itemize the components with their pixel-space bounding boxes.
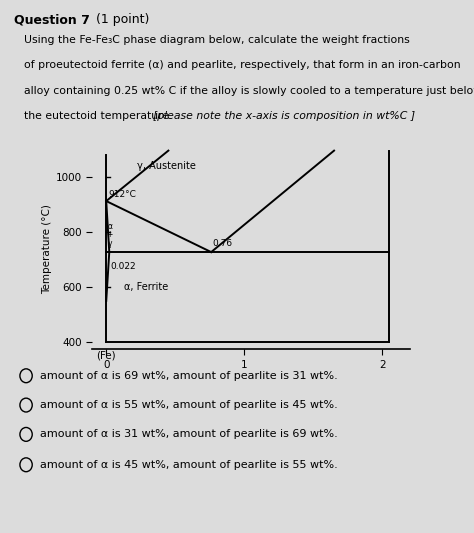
Text: 0.76: 0.76 — [212, 239, 233, 248]
Text: α
+
γ: α + γ — [107, 222, 113, 247]
Text: amount of α is 31 wt%, amount of pearlite is 69 wt%.: amount of α is 31 wt%, amount of pearlit… — [40, 430, 338, 439]
Y-axis label: Temperature (°C): Temperature (°C) — [42, 204, 52, 294]
Text: γ, Austenite: γ, Austenite — [137, 161, 195, 171]
Text: Question 7: Question 7 — [14, 13, 90, 26]
Text: amount of α is 55 wt%, amount of pearlite is 45 wt%.: amount of α is 55 wt%, amount of pearlit… — [40, 400, 338, 410]
Text: (1 point): (1 point) — [92, 13, 150, 26]
Text: α, Ferrite: α, Ferrite — [124, 282, 168, 292]
Text: Using the Fe-Fe₃C phase diagram below, calculate the weight fractions: Using the Fe-Fe₃C phase diagram below, c… — [24, 35, 410, 45]
Text: amount of α is 69 wt%, amount of pearlite is 31 wt%.: amount of α is 69 wt%, amount of pearlit… — [40, 371, 338, 381]
Text: (Fe): (Fe) — [96, 351, 116, 360]
Text: amount of α is 45 wt%, amount of pearlite is 55 wt%.: amount of α is 45 wt%, amount of pearlit… — [40, 460, 338, 470]
Text: 0.022: 0.022 — [110, 262, 137, 271]
Text: 912°C: 912°C — [108, 190, 136, 199]
Text: the eutectoid temperature.: the eutectoid temperature. — [24, 111, 176, 122]
Text: alloy containing 0.25 wt% C if the alloy is slowly cooled to a temperature just : alloy containing 0.25 wt% C if the alloy… — [24, 86, 474, 96]
Text: [please note the x-axis is composition in wt%C ]: [please note the x-axis is composition i… — [153, 111, 415, 122]
Text: of proeutectoid ferrite (α) and pearlite, respectively, that form in an iron-car: of proeutectoid ferrite (α) and pearlite… — [24, 60, 460, 70]
